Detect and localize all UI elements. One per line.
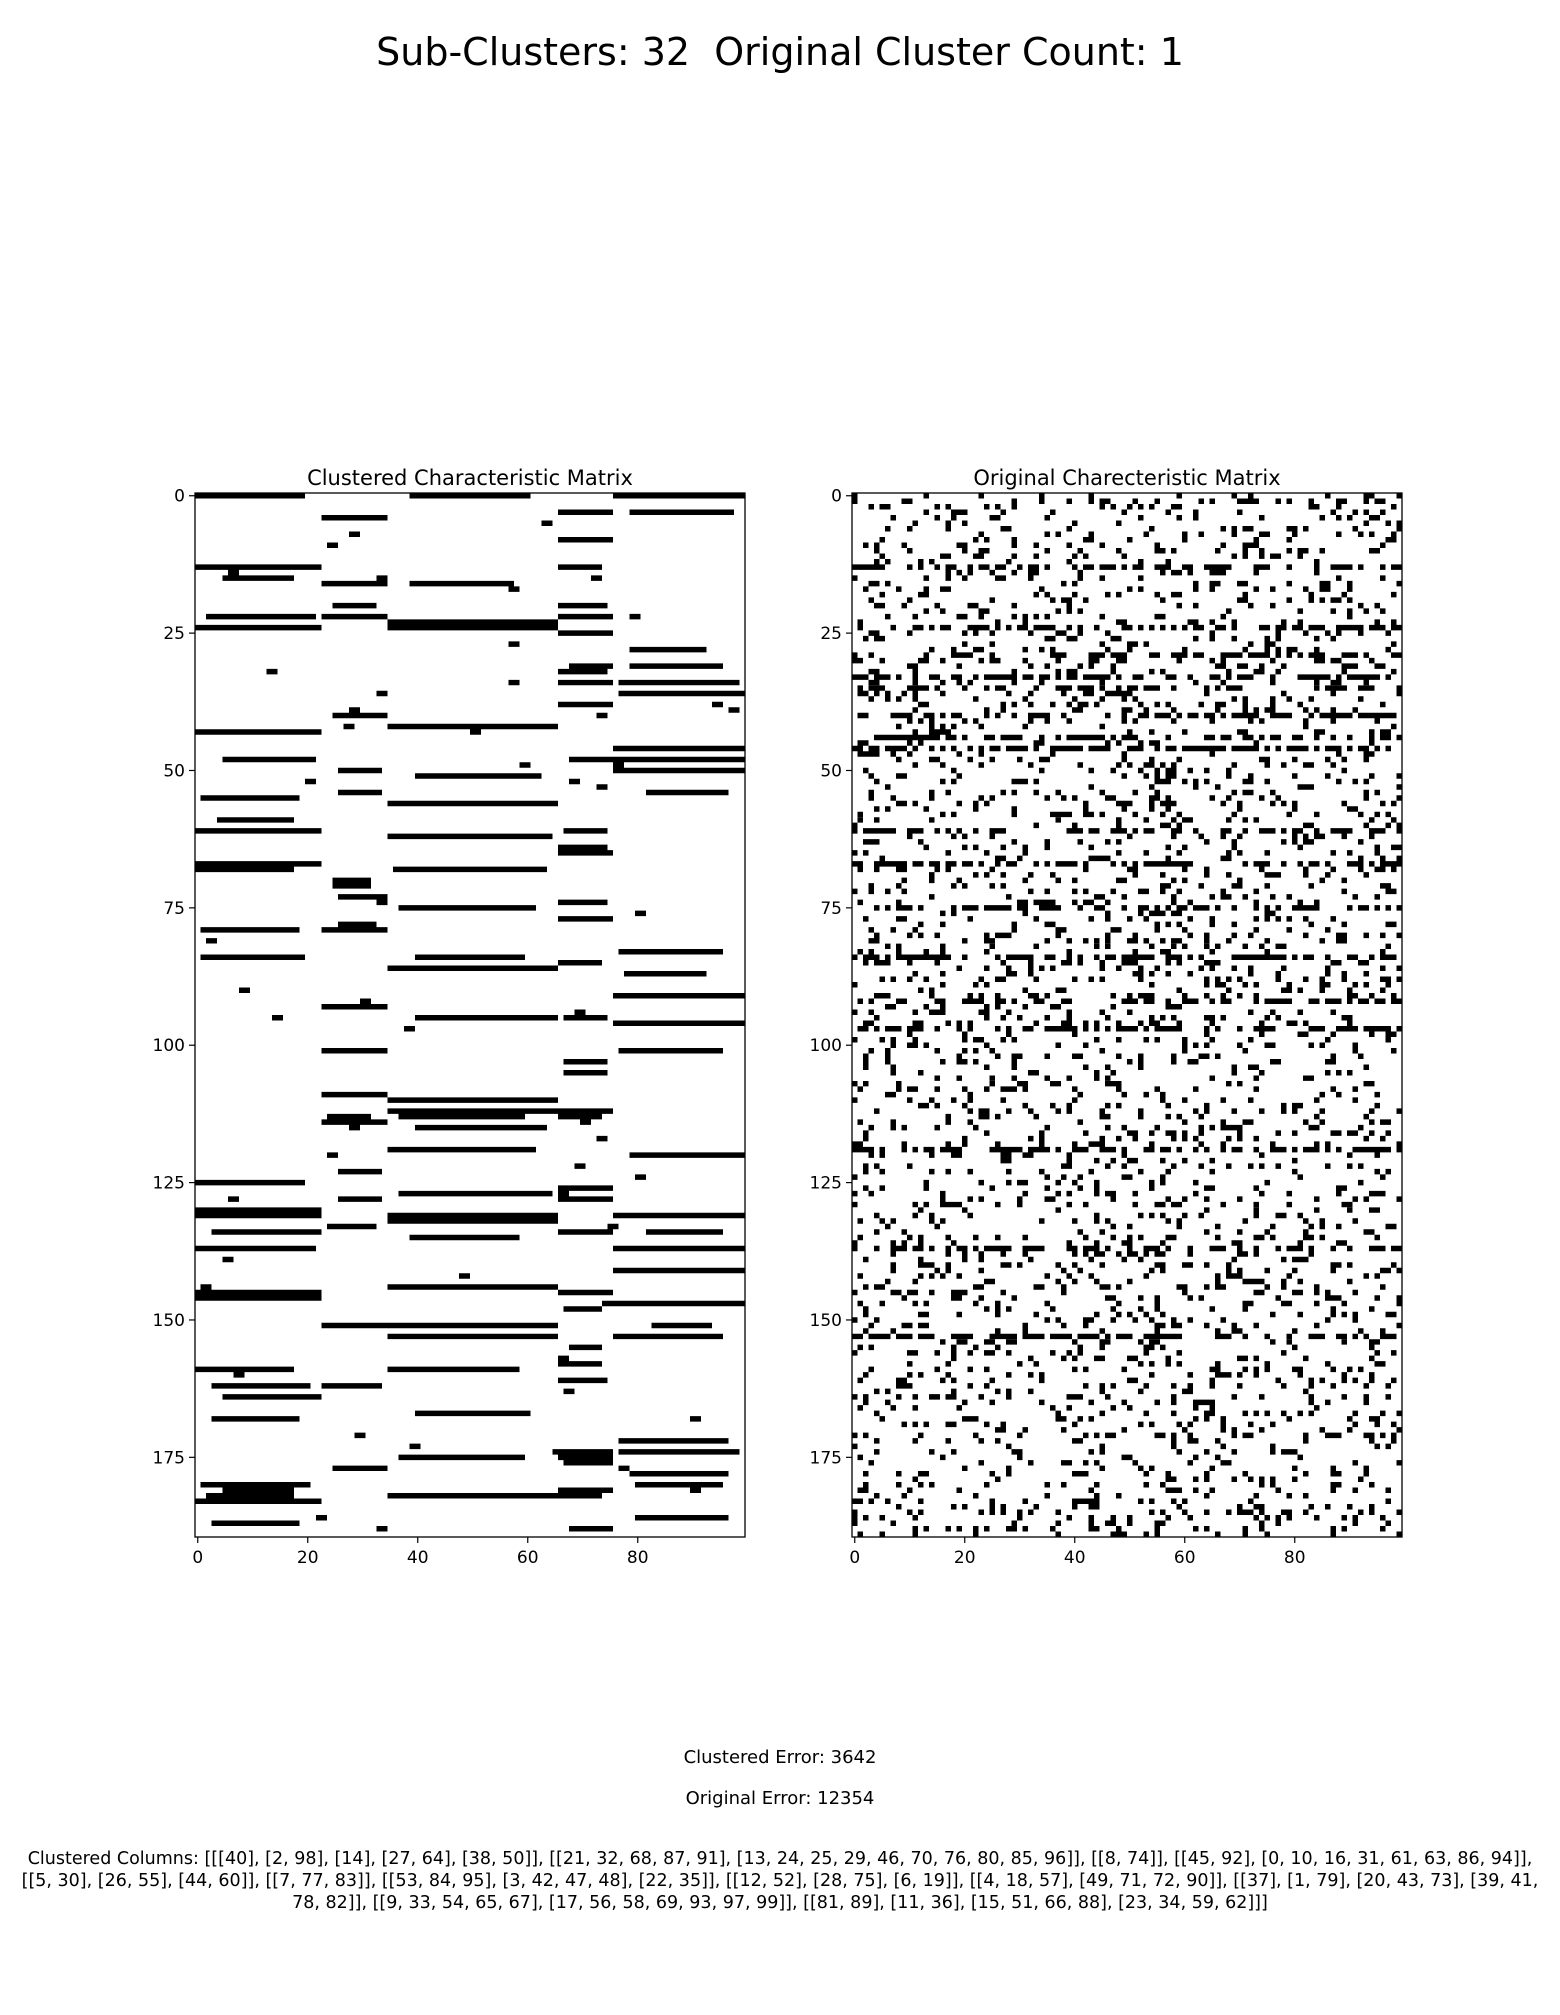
clustered-cell-mask (195, 493, 745, 1532)
clustered-x-tick-label: 40 (407, 1548, 429, 1568)
clustered-y-tick-label: 175 (153, 1448, 185, 1468)
clustered-columns-label: Clustered Columns: [[[40], [2, 98], [14]… (21, 1849, 1539, 1913)
clustered-y-tick-label: 0 (174, 487, 185, 507)
original-error-label: Original Error: 12354 (685, 1788, 875, 1809)
clustered-cells (195, 493, 745, 1532)
clustered-y-tick-label: 50 (163, 761, 185, 781)
clustered-axes-frame (194, 492, 746, 1538)
figure-title: Sub-Clusters: 32 Original Cluster Count:… (376, 30, 1184, 74)
clustered-x-tick-label: 60 (517, 1548, 539, 1568)
clustered-y-tick-label: 100 (153, 1036, 185, 1056)
clustered-y-tick-label: 125 (153, 1174, 185, 1194)
clustered-x-tick-label: 0 (192, 1548, 203, 1568)
clustered-x-tick-label: 20 (297, 1548, 319, 1568)
clustered-y-tick-label: 75 (163, 899, 185, 919)
clustered-y-tick-label: 150 (153, 1311, 185, 1331)
clustered-matrix-title: Clustered Characteristic Matrix (307, 466, 633, 490)
clustered-x-tick-label: 80 (627, 1548, 649, 1568)
clustered-error-label: Clustered Error: 3642 (683, 1747, 877, 1768)
clustered-y-tick-label: 25 (163, 624, 185, 644)
original-matrix-title: Original Charecteristic Matrix (973, 466, 1281, 490)
